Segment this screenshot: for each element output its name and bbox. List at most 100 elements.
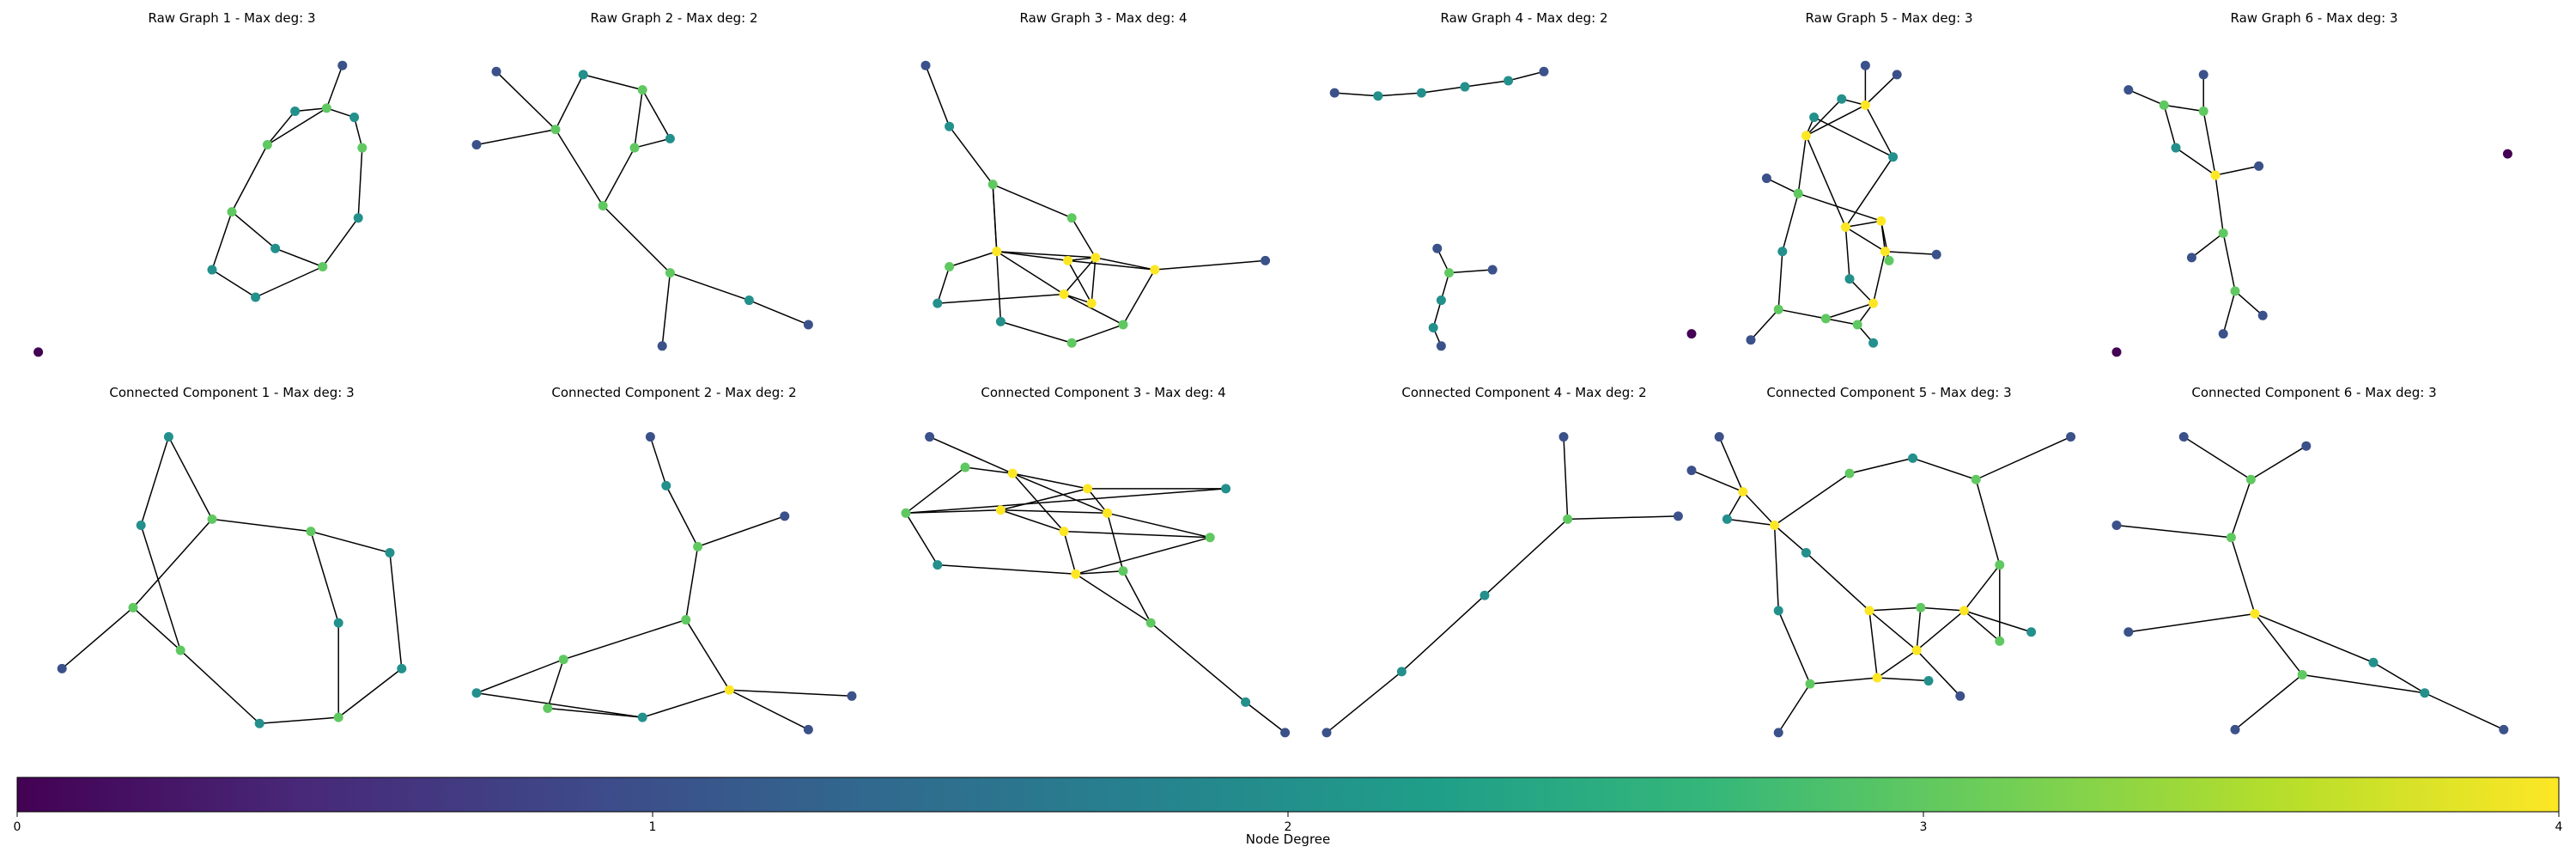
graph-node <box>397 663 407 673</box>
graph-edge <box>140 436 170 526</box>
graph-edge <box>1844 227 1850 279</box>
graph-edge <box>2230 479 2252 538</box>
panel-grid: Raw Graph 1 - Max deg: 3 Raw Graph 2 - Ma… <box>33 10 2512 738</box>
graph-panel-2: Raw Graph 2 - Max deg: 2 <box>471 10 813 351</box>
graph-node <box>2198 106 2208 116</box>
graph-edge <box>1691 469 1744 493</box>
graph-edge <box>259 716 339 724</box>
graph-edge <box>562 618 687 661</box>
graph-panel-10: Connected Component 4 - Max deg: 2 <box>1321 385 1683 738</box>
graph-node <box>1844 274 1855 284</box>
graph-edge <box>132 518 213 608</box>
graph-node <box>1205 533 1215 543</box>
graph-node <box>2198 70 2208 80</box>
graph-edge <box>1868 606 1921 612</box>
colorbar-label: Node Degree <box>1246 832 1331 847</box>
panel-title: Connected Component 2 - Max deg: 2 <box>551 385 796 400</box>
graph-node <box>2230 724 2240 734</box>
graph-edge <box>661 272 671 346</box>
graph-node <box>1539 66 1549 76</box>
graph-node <box>2297 669 2307 679</box>
graph-node <box>637 712 647 722</box>
graph-edge <box>1916 610 1965 651</box>
graph-edge <box>1806 104 1866 137</box>
graph-edge <box>1726 491 1744 520</box>
graph-panel-11: Connected Component 5 - Max deg: 3 <box>1686 385 2076 738</box>
graph-edge <box>905 488 1226 515</box>
panel-title: Connected Component 1 - Max deg: 3 <box>109 385 354 400</box>
graph-edge <box>996 251 1096 259</box>
panel-title: Raw Graph 2 - Max deg: 2 <box>590 10 757 26</box>
graph-edge <box>555 74 584 131</box>
graph-edge <box>2372 661 2426 694</box>
graph-edge <box>353 117 363 149</box>
graph-node <box>1261 255 1271 265</box>
graph-edge <box>1916 649 1961 697</box>
graph-node <box>1118 320 1128 330</box>
graph-node <box>333 712 343 722</box>
graph-node <box>1872 673 1882 683</box>
graph-node <box>1321 728 1332 738</box>
graph-edge <box>1063 293 1092 304</box>
graph-node <box>1059 527 1069 537</box>
graph-edge <box>1464 80 1509 88</box>
graph-node <box>665 133 675 143</box>
graph-edge <box>1845 220 1881 228</box>
graph-edge <box>1508 70 1545 82</box>
graph-panel-6: Raw Graph 6 - Max deg: 3 <box>2111 10 2512 357</box>
graph-node <box>1221 484 1231 494</box>
graph-edge <box>1963 564 2001 612</box>
graph-edge <box>949 251 998 268</box>
graph-node <box>1145 618 1156 628</box>
colorbar: 0 1 2 3 4 Node Degree <box>14 777 2563 847</box>
graph-edge <box>1063 531 1077 575</box>
graph-node <box>1971 474 1981 484</box>
graph-edge <box>1868 610 1878 679</box>
graph-node <box>1118 566 1128 576</box>
graph-node <box>1066 213 1077 223</box>
graph-node <box>780 511 790 521</box>
graph-node <box>353 213 363 223</box>
graph-edge <box>1071 324 1124 344</box>
graph-node <box>1852 320 1862 330</box>
graph-edge <box>310 530 391 554</box>
graph-edge <box>583 74 643 91</box>
graph-panel-5: Raw Graph 5 - Max deg: 3 <box>1686 10 1973 348</box>
graph-edge <box>1742 490 1776 527</box>
graph-node <box>175 645 185 655</box>
graph-node <box>349 113 360 123</box>
graph-node <box>1103 508 1113 518</box>
graph-node <box>1916 602 1926 612</box>
graph-panel-1: Raw Graph 1 - Max deg: 3 <box>33 10 368 357</box>
graph-node <box>2226 533 2236 543</box>
graph-edge <box>1876 649 1917 679</box>
graph-node <box>744 295 754 306</box>
graph-node <box>1773 606 1783 616</box>
graph-edge <box>1774 524 1807 554</box>
graph-node <box>1801 131 1811 141</box>
graph-node <box>1673 511 1683 521</box>
panel-title: Raw Graph 5 - Max deg: 3 <box>1805 10 1972 26</box>
graph-edge <box>547 707 643 718</box>
graph-node <box>2111 347 2122 357</box>
graph-node <box>1880 247 1890 257</box>
colorbar-tick-label: 0 <box>14 820 21 834</box>
graph-node <box>163 432 173 442</box>
graph-node <box>803 724 813 734</box>
graph-edge <box>1773 525 1779 611</box>
graph-node <box>901 508 911 518</box>
graph-edge <box>1885 251 1937 256</box>
graph-edge <box>1012 472 1108 514</box>
panel-title: Connected Component 5 - Max deg: 3 <box>1766 385 2011 400</box>
graph-panel-7: Connected Component 1 - Max deg: 3 <box>57 385 407 728</box>
graph-node <box>1884 255 1894 265</box>
colorbar-tick-label: 3 <box>1920 820 1928 834</box>
panel-title: Raw Graph 3 - Max deg: 4 <box>1019 10 1187 26</box>
graph-edge <box>476 129 556 146</box>
panel-title: Connected Component 6 - Max deg: 3 <box>2191 385 2436 400</box>
graph-edge <box>2183 436 2251 480</box>
graph-edge <box>167 436 213 520</box>
graph-edge <box>937 293 1065 304</box>
graph-edge <box>389 552 403 669</box>
